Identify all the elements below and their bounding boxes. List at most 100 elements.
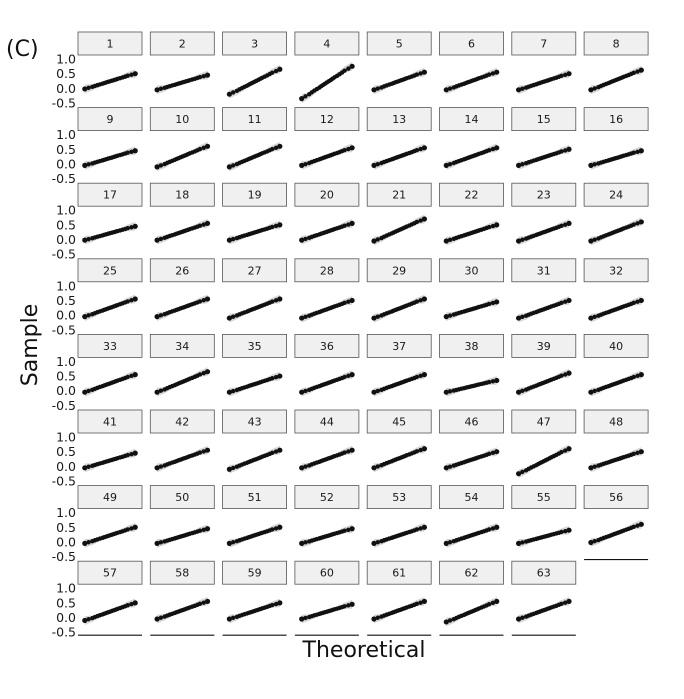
- facet-strip-label: 38: [465, 340, 479, 353]
- data-point: [277, 296, 283, 302]
- data-point: [277, 222, 283, 228]
- data-point: [414, 527, 420, 532]
- facet-strip-label: 42: [175, 416, 189, 429]
- facet-strip-label: 14: [465, 113, 479, 126]
- facet-47: 47: [511, 409, 577, 479]
- data-point: [490, 300, 496, 306]
- data-point: [638, 67, 644, 73]
- data-point: [270, 602, 275, 608]
- data-point: [270, 146, 275, 152]
- data-point: [371, 315, 377, 321]
- data-point: [490, 223, 496, 229]
- data-point: [342, 300, 347, 306]
- data-point: [375, 237, 380, 242]
- data-point: [201, 145, 206, 150]
- facet-strip: [149, 560, 215, 585]
- facet-7: 7: [511, 31, 577, 95]
- facet-strip-label: 20: [320, 189, 334, 202]
- facet-strip: [366, 333, 432, 358]
- facet-49: 49 1.00.50.0-0.5: [52, 485, 143, 564]
- facet-44: 44: [294, 409, 360, 473]
- facet-strip: [511, 182, 577, 207]
- data-point: [566, 71, 572, 77]
- data-point: [563, 222, 568, 227]
- data-point: [346, 373, 351, 379]
- data-point: [154, 314, 160, 320]
- data-point: [592, 162, 597, 167]
- data-point: [515, 87, 522, 93]
- data-point: [125, 452, 130, 458]
- data-point: [486, 601, 492, 607]
- data-point: [226, 237, 232, 243]
- facet-52: 52: [294, 485, 360, 548]
- facet-strip-label: 27: [248, 264, 262, 277]
- data-point: [414, 374, 420, 380]
- data-point: [201, 222, 206, 227]
- data-point: [303, 314, 308, 320]
- facet-41: 41 1.00.50.0-0.5: [52, 409, 143, 489]
- facet-strip-label: 63: [537, 567, 551, 580]
- data-point: [447, 464, 453, 469]
- data-point: [447, 540, 453, 545]
- data-point: [515, 540, 522, 547]
- data-point: [230, 163, 236, 168]
- facet-strip: [149, 409, 215, 434]
- data-point: [158, 388, 164, 393]
- facet-strip-label: 48: [609, 416, 623, 429]
- data-point: [563, 528, 568, 534]
- data-point: [371, 616, 377, 622]
- data-point: [588, 539, 594, 546]
- data-point: [303, 540, 308, 545]
- y-tick-label: 1.0: [56, 505, 76, 520]
- facets-group: 11.00.50.0-0.52 3 4 5 6 7 891.00.50.0-0.510 11 1…: [52, 31, 649, 640]
- data-point: [303, 236, 308, 242]
- facet-strip-label: 56: [609, 491, 623, 504]
- data-point: [375, 161, 380, 167]
- data-point: [132, 148, 138, 154]
- data-point: [158, 86, 164, 91]
- data-point: [197, 299, 203, 304]
- facet-strip-label: 34: [175, 340, 189, 353]
- data-point: [204, 369, 211, 375]
- data-point: [588, 465, 594, 471]
- facet-strip: [294, 333, 360, 358]
- data-point: [129, 526, 134, 531]
- facet-strip-label: 29: [392, 264, 406, 277]
- facet-strip-label: 33: [103, 340, 117, 353]
- data-point: [375, 464, 380, 469]
- data-point: [197, 74, 203, 80]
- data-point: [342, 528, 347, 533]
- y-tick-label: -0.5: [52, 247, 76, 262]
- facet-strip-label: 32: [609, 264, 623, 277]
- data-point: [520, 540, 525, 545]
- data-point: [86, 313, 91, 318]
- facet-13: 13: [366, 107, 432, 170]
- data-point: [132, 600, 138, 606]
- facet-strip: [222, 333, 288, 358]
- data-point: [346, 299, 351, 304]
- data-point: [592, 86, 597, 91]
- facet-strip: [511, 107, 577, 131]
- y-tick-label: 0.0: [56, 534, 76, 549]
- data-point: [559, 223, 564, 228]
- facet-strip-label: 36: [320, 340, 334, 353]
- facet-strip-label: 45: [392, 416, 406, 429]
- data-point: [154, 540, 160, 547]
- data-point: [490, 450, 496, 456]
- y-tick-label: -0.5: [52, 474, 76, 489]
- data-point: [447, 161, 453, 167]
- facet-strip-label: 37: [392, 340, 406, 353]
- data-point: [421, 145, 428, 151]
- facet-strip-label: 51: [248, 491, 262, 504]
- data-point: [494, 524, 500, 530]
- facet-36: 36: [294, 333, 360, 397]
- data-point: [443, 314, 449, 320]
- y-axis-title: Sample: [18, 304, 43, 387]
- facet-strip-label: 11: [248, 113, 262, 126]
- y-tick-label: -0.5: [52, 398, 76, 413]
- data-point: [204, 72, 211, 78]
- data-point: [273, 298, 279, 303]
- data-point: [638, 521, 644, 527]
- facet-23: 23: [511, 182, 577, 246]
- data-point: [443, 619, 449, 625]
